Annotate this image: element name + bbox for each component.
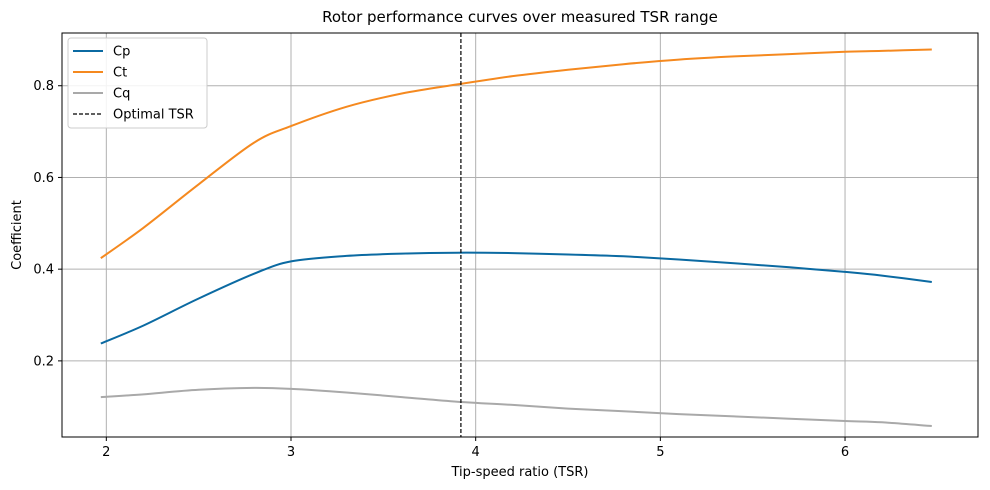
grid <box>62 33 978 437</box>
legend-box <box>67 37 208 129</box>
x-axis-label: Tip-speed ratio (TSR) <box>451 465 589 480</box>
ticks: 2 3 4 5 6 0.2 0.4 0.6 0.8 <box>33 79 849 460</box>
x-tick-label: 4 <box>472 445 480 460</box>
x-tick-label: 3 <box>287 445 295 460</box>
series-line-ct <box>100 48 932 260</box>
y-tick-label: 0.8 <box>33 79 54 94</box>
y-axis-label: Coefficient <box>10 200 25 270</box>
legend-label: Cp <box>113 45 130 60</box>
legend: Cp Ct Cq Optimal TSR <box>67 37 208 129</box>
x-tick-label: 5 <box>656 445 664 460</box>
y-tick-label: 0.2 <box>33 354 54 369</box>
series-line-cp <box>100 251 932 345</box>
series-line-cq <box>100 386 932 427</box>
y-tick-label: 0.6 <box>33 171 54 186</box>
x-tick-label: 2 <box>102 445 110 460</box>
legend-label: Cq <box>113 87 130 102</box>
chart-title: Rotor performance curves over measured T… <box>322 8 718 26</box>
series-layer <box>100 33 932 437</box>
legend-label: Ct <box>113 66 127 81</box>
y-tick-label: 0.4 <box>33 263 54 278</box>
x-tick-label: 6 <box>841 445 849 460</box>
legend-label: Optimal TSR <box>113 108 194 123</box>
plot-frame <box>61 32 979 438</box>
